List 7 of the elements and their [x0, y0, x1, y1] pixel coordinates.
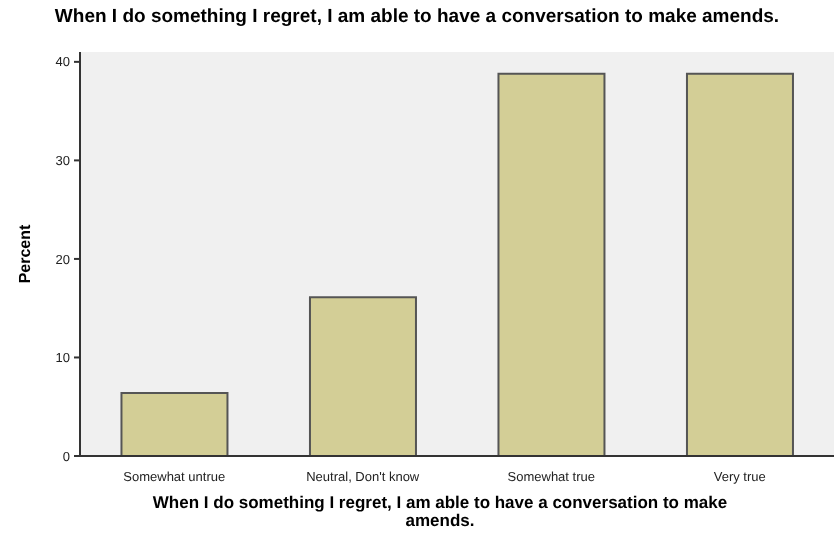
- bar: [497, 72, 606, 456]
- bar: [120, 391, 229, 456]
- bar: [308, 296, 417, 456]
- chart-title: When I do something I regret, I am able to have a conversation to make amends.: [52, 6, 782, 28]
- y-axis-title: Percent: [15, 223, 34, 284]
- bar: [685, 72, 794, 456]
- x-axis-title: When I do something I regret, I am able to have a conversation to make amends.: [150, 492, 730, 530]
